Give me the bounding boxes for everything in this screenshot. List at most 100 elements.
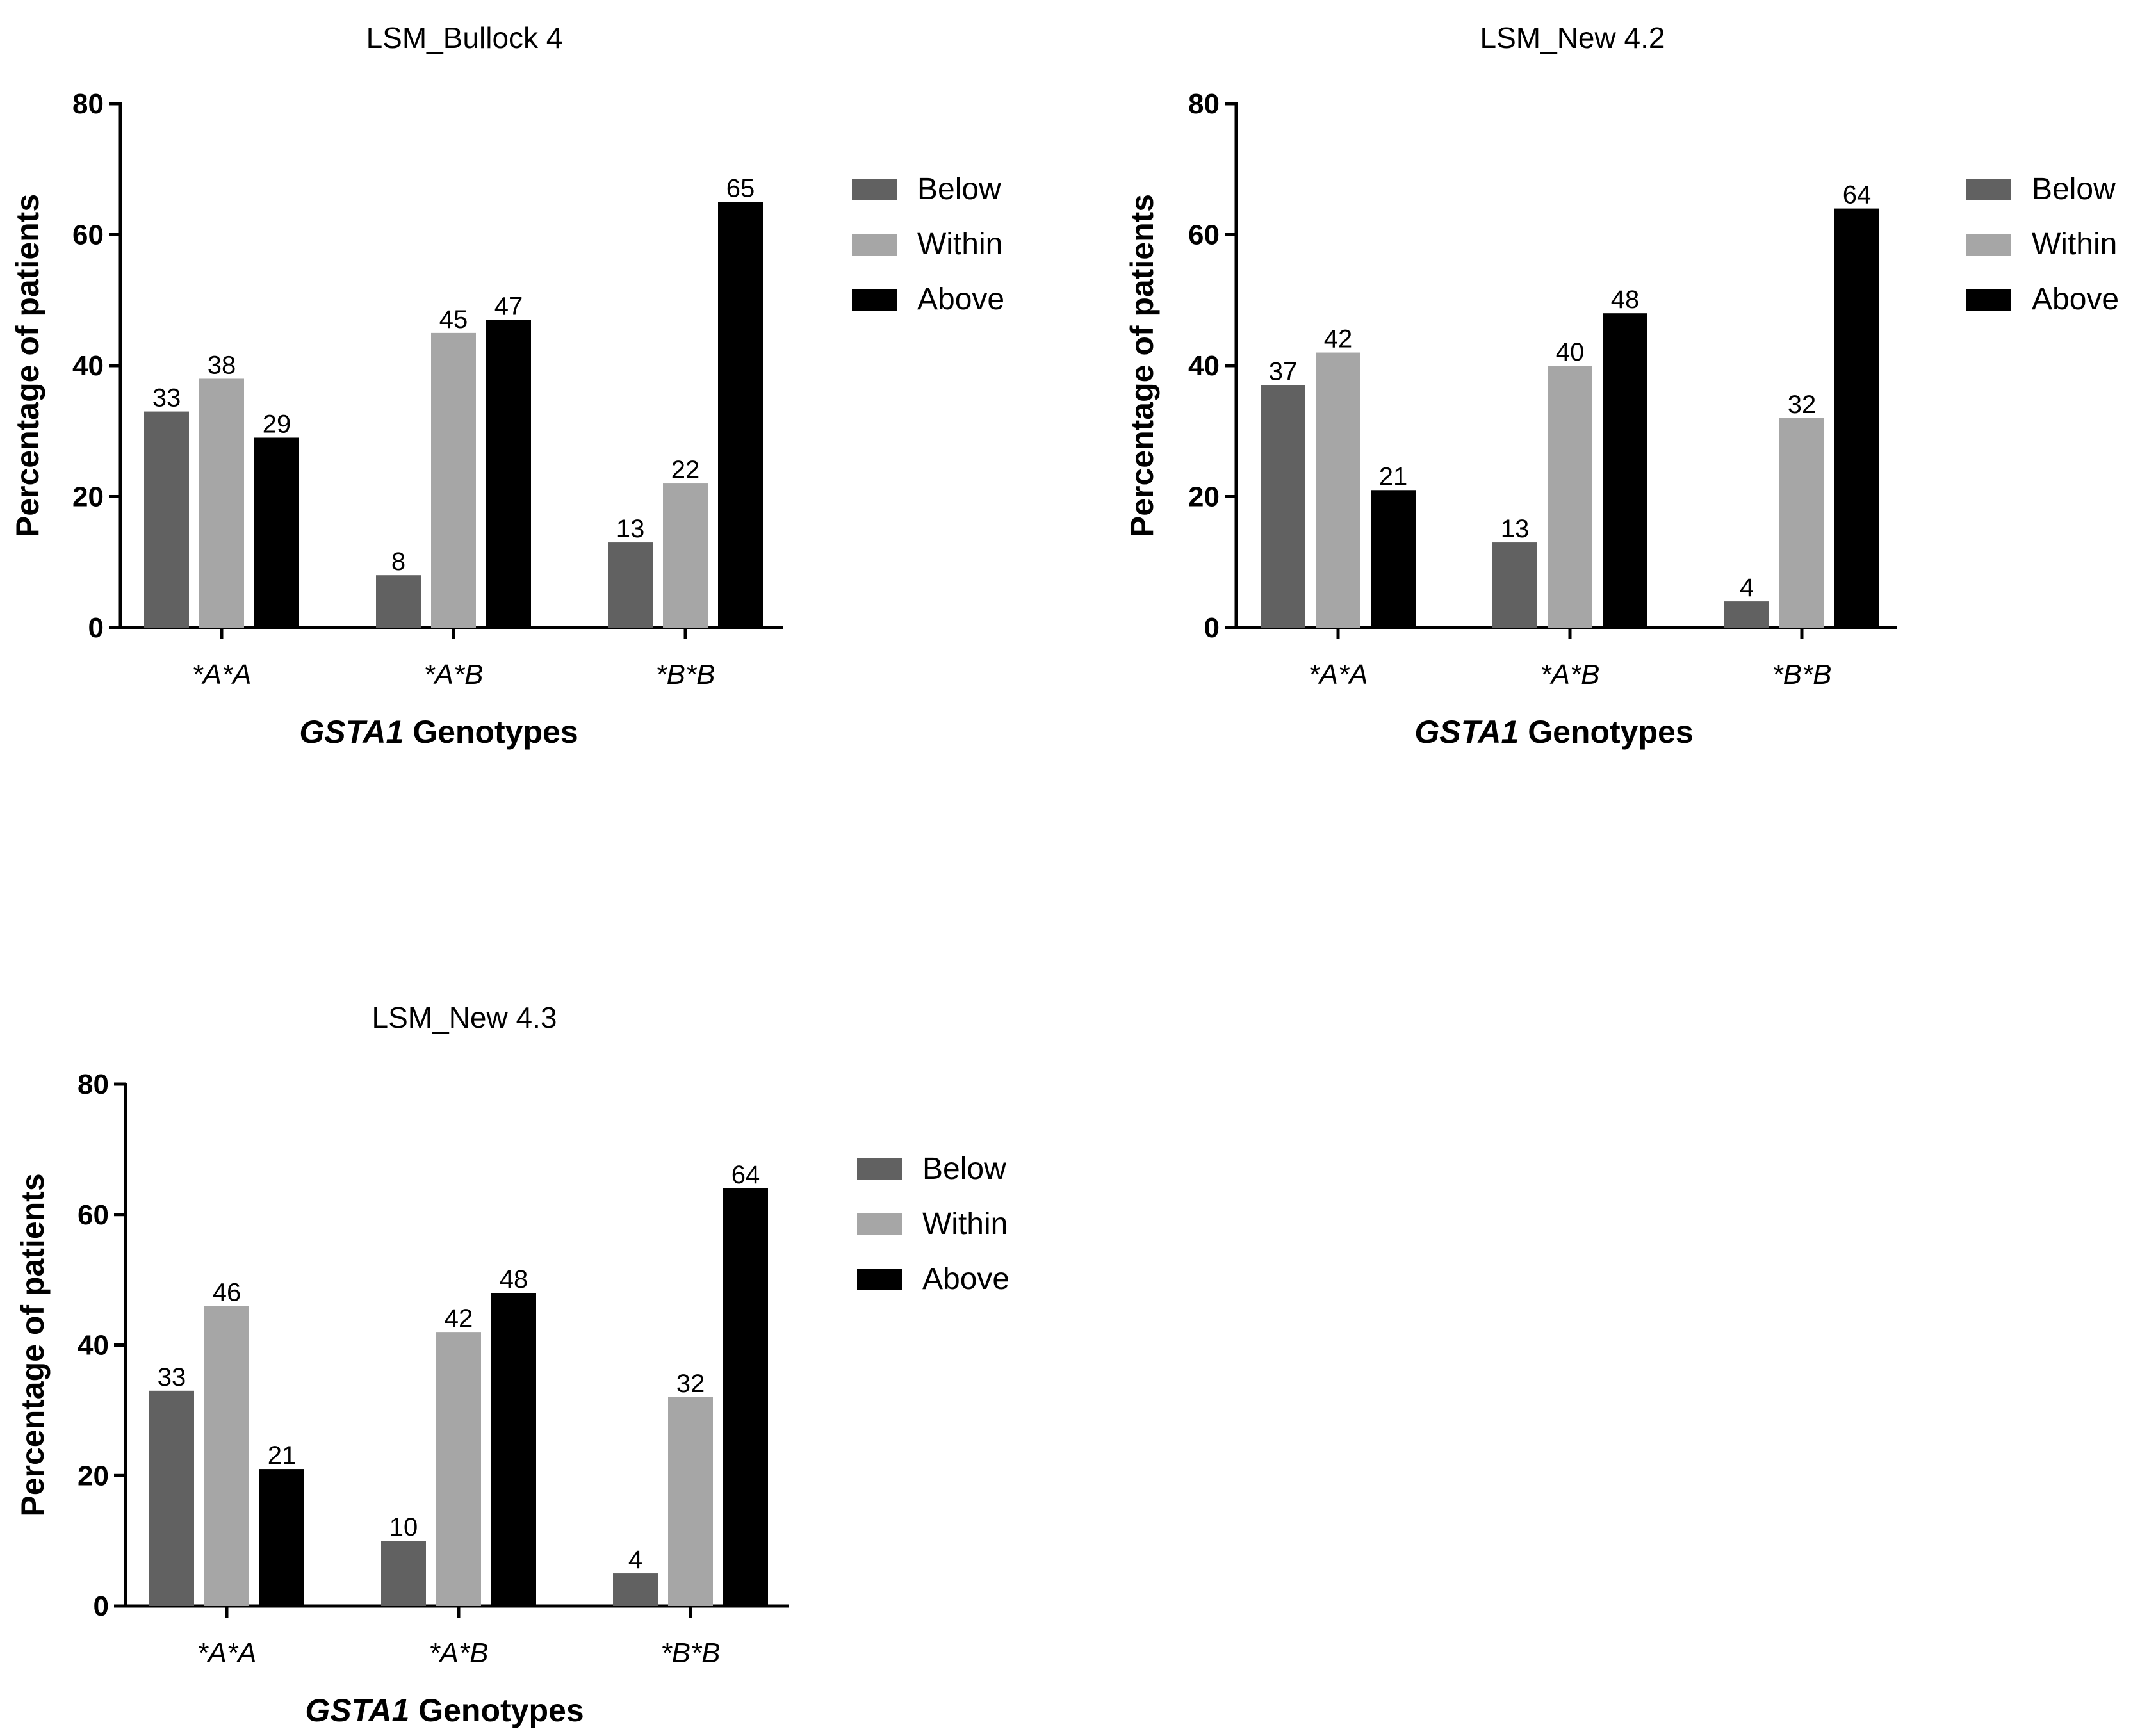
legend-swatch-above xyxy=(857,1269,902,1290)
x-tick-label: *B*B xyxy=(1772,659,1832,690)
y-tick-label: 60 xyxy=(72,220,104,251)
legend-swatch-below xyxy=(857,1158,902,1180)
legend: Below Within Above xyxy=(857,1152,1009,1296)
y-tick-label: 40 xyxy=(78,1330,109,1361)
bar-above-3 xyxy=(723,1188,768,1606)
bar-within-1 xyxy=(1316,352,1360,628)
bar-above-2 xyxy=(1603,313,1647,628)
x-axis-title-gene: GSTA1 xyxy=(299,714,404,750)
bar-above-2 xyxy=(486,320,531,628)
y-tick-label: 20 xyxy=(1188,482,1220,513)
y-tick-label: 20 xyxy=(72,482,104,513)
y-tick-label: 0 xyxy=(94,1591,109,1622)
bar-within-1 xyxy=(204,1306,249,1606)
legend-label-above: Above xyxy=(2032,282,2119,316)
data-label: 42 xyxy=(1324,325,1353,353)
y-tick-label: 80 xyxy=(78,1069,109,1100)
x-tick-label: *A*B xyxy=(429,1637,489,1669)
x-tick-label: *A*B xyxy=(1540,659,1600,690)
y-tick-label: 0 xyxy=(1204,612,1220,644)
x-tick-label: *B*B xyxy=(661,1637,721,1669)
data-label: 22 xyxy=(671,456,700,484)
bar-within-1 xyxy=(199,378,244,628)
data-label: 64 xyxy=(731,1161,760,1189)
chart-3: LSM_New 4.3 0 20 40 60 80 Percentage of patien… xyxy=(15,1001,1009,1728)
data-label: 45 xyxy=(439,305,468,334)
bar-below-1 xyxy=(144,411,189,628)
bar-below-1 xyxy=(1261,385,1305,628)
x-axis-title: GSTA1 Genotypes xyxy=(1414,714,1693,750)
data-label: 4 xyxy=(628,1546,642,1574)
bar-below-1 xyxy=(149,1390,194,1606)
chart-1: LSM_Bullock 4 0 20 40 60 80 Percentage of pati… xyxy=(10,21,1004,750)
data-label: 64 xyxy=(1843,181,1872,209)
data-label: 13 xyxy=(616,515,645,543)
bar-within-2 xyxy=(436,1332,481,1606)
y-tick-label: 40 xyxy=(72,350,104,382)
x-tick-label: *A*B xyxy=(424,659,484,690)
y-axis-title: Percentage of patients xyxy=(1124,194,1160,537)
data-label: 48 xyxy=(500,1265,528,1294)
bar-within-3 xyxy=(1779,418,1824,628)
x-tick-label: *B*B xyxy=(656,659,715,690)
x-axis-title-rest: Genotypes xyxy=(1519,714,1693,750)
bar-below-3 xyxy=(1724,601,1769,628)
bar-within-3 xyxy=(663,483,708,628)
data-label: 21 xyxy=(268,1441,297,1470)
data-label: 33 xyxy=(158,1363,186,1391)
bar-below-2 xyxy=(381,1541,426,1606)
data-label: 29 xyxy=(263,410,291,438)
bar-above-2 xyxy=(491,1293,536,1606)
x-axis-title: GSTA1 Genotypes xyxy=(299,714,578,750)
x-axis-title-gene: GSTA1 xyxy=(305,1692,409,1728)
data-label: 13 xyxy=(1501,515,1530,543)
legend-label-within: Within xyxy=(922,1207,1008,1241)
legend-label-below: Below xyxy=(922,1152,1006,1186)
bar-above-1 xyxy=(1371,490,1416,628)
legend-label-within: Within xyxy=(2032,227,2117,261)
data-label: 65 xyxy=(726,174,755,202)
x-tick-label: *A*A xyxy=(1309,659,1368,690)
data-label: 32 xyxy=(1788,391,1817,419)
y-tick-label: 60 xyxy=(1188,220,1220,251)
bar-within-2 xyxy=(1548,366,1592,628)
legend-label-above: Above xyxy=(922,1262,1009,1296)
bar-above-1 xyxy=(259,1469,304,1606)
data-label: 33 xyxy=(152,384,181,412)
legend-swatch-below xyxy=(1966,179,2011,200)
legend-swatch-above xyxy=(852,289,897,311)
bar-above-1 xyxy=(254,437,299,628)
chart-title: LSM_Bullock 4 xyxy=(366,21,563,54)
y-tick-label: 0 xyxy=(88,612,104,644)
data-label: 37 xyxy=(1269,358,1298,386)
chart-title: LSM_New 4.3 xyxy=(372,1001,557,1034)
y-tick-label: 40 xyxy=(1188,350,1220,382)
bar-within-2 xyxy=(431,332,476,628)
legend-label-below: Below xyxy=(2032,172,2116,206)
legend: Below Within Above xyxy=(1966,172,2119,316)
legend-label-above: Above xyxy=(917,282,1004,316)
data-label: 38 xyxy=(208,351,236,379)
data-label: 8 xyxy=(391,548,405,576)
bar-below-3 xyxy=(608,542,653,628)
chart-title: LSM_New 4.2 xyxy=(1480,21,1665,54)
y-tick-label: 60 xyxy=(78,1199,109,1231)
data-label: 32 xyxy=(676,1370,705,1398)
legend-swatch-above xyxy=(1966,289,2011,311)
bar-below-3 xyxy=(613,1573,658,1606)
data-label: 46 xyxy=(213,1278,241,1306)
chart-2: LSM_New 4.2 0 20 40 60 80 Percentage of patien… xyxy=(1124,21,2119,750)
legend-label-below: Below xyxy=(917,172,1001,206)
data-label: 48 xyxy=(1611,286,1640,314)
bar-above-3 xyxy=(718,202,763,628)
data-label: 10 xyxy=(389,1513,418,1541)
bar-below-2 xyxy=(1492,542,1537,628)
legend-swatch-within xyxy=(857,1213,902,1235)
data-label: 42 xyxy=(445,1304,473,1333)
x-axis-title-rest: Genotypes xyxy=(409,1692,584,1728)
legend-swatch-within xyxy=(1966,234,2011,256)
x-axis-title-rest: Genotypes xyxy=(404,714,578,750)
x-axis-title-gene: GSTA1 xyxy=(1414,714,1519,750)
data-label: 47 xyxy=(494,292,523,320)
